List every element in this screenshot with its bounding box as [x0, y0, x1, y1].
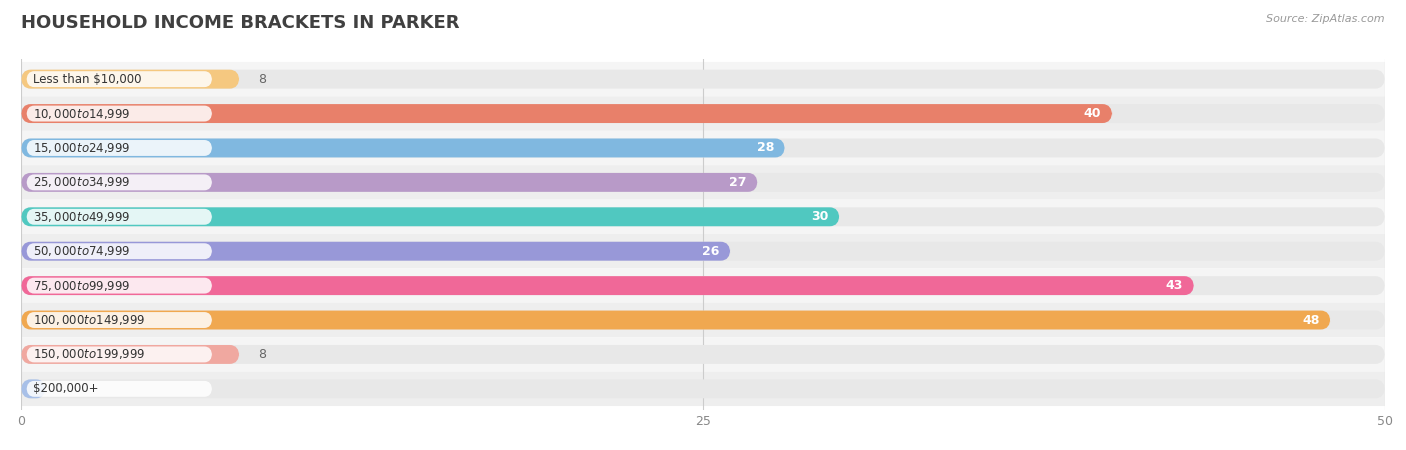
- Text: 0: 0: [53, 382, 62, 396]
- FancyBboxPatch shape: [7, 234, 1399, 268]
- FancyBboxPatch shape: [7, 303, 1399, 337]
- Text: 8: 8: [259, 72, 266, 86]
- FancyBboxPatch shape: [21, 276, 1194, 295]
- FancyBboxPatch shape: [21, 173, 1385, 192]
- FancyBboxPatch shape: [7, 62, 1399, 96]
- FancyBboxPatch shape: [21, 379, 45, 398]
- Text: 28: 28: [756, 141, 773, 154]
- FancyBboxPatch shape: [27, 381, 212, 397]
- FancyBboxPatch shape: [21, 70, 239, 89]
- Text: 27: 27: [730, 176, 747, 189]
- Text: HOUSEHOLD INCOME BRACKETS IN PARKER: HOUSEHOLD INCOME BRACKETS IN PARKER: [21, 14, 460, 32]
- FancyBboxPatch shape: [21, 173, 758, 192]
- FancyBboxPatch shape: [21, 345, 1385, 364]
- FancyBboxPatch shape: [27, 278, 212, 293]
- Text: $150,000 to $199,999: $150,000 to $199,999: [34, 347, 146, 361]
- FancyBboxPatch shape: [27, 243, 212, 259]
- FancyBboxPatch shape: [27, 312, 212, 328]
- FancyBboxPatch shape: [7, 337, 1399, 372]
- Text: $200,000+: $200,000+: [34, 382, 98, 396]
- FancyBboxPatch shape: [21, 242, 730, 261]
- FancyBboxPatch shape: [7, 200, 1399, 234]
- Text: $15,000 to $24,999: $15,000 to $24,999: [34, 141, 131, 155]
- FancyBboxPatch shape: [7, 165, 1399, 200]
- Text: $100,000 to $149,999: $100,000 to $149,999: [34, 313, 146, 327]
- Text: 30: 30: [811, 210, 828, 223]
- Text: Source: ZipAtlas.com: Source: ZipAtlas.com: [1267, 14, 1385, 23]
- Text: $25,000 to $34,999: $25,000 to $34,999: [34, 176, 131, 189]
- FancyBboxPatch shape: [21, 70, 1385, 89]
- Text: Less than $10,000: Less than $10,000: [34, 72, 142, 86]
- Text: $75,000 to $99,999: $75,000 to $99,999: [34, 279, 131, 292]
- FancyBboxPatch shape: [21, 276, 1385, 295]
- FancyBboxPatch shape: [21, 139, 785, 158]
- Text: 40: 40: [1084, 107, 1101, 120]
- FancyBboxPatch shape: [21, 242, 1385, 261]
- FancyBboxPatch shape: [27, 140, 212, 156]
- FancyBboxPatch shape: [27, 71, 212, 87]
- FancyBboxPatch shape: [21, 207, 839, 226]
- Text: 43: 43: [1166, 279, 1182, 292]
- Text: $35,000 to $49,999: $35,000 to $49,999: [34, 210, 131, 224]
- FancyBboxPatch shape: [7, 96, 1399, 131]
- FancyBboxPatch shape: [7, 372, 1399, 406]
- FancyBboxPatch shape: [21, 379, 1385, 398]
- FancyBboxPatch shape: [21, 207, 1385, 226]
- FancyBboxPatch shape: [21, 310, 1330, 329]
- Text: $50,000 to $74,999: $50,000 to $74,999: [34, 244, 131, 258]
- FancyBboxPatch shape: [27, 209, 212, 225]
- FancyBboxPatch shape: [21, 104, 1385, 123]
- Text: 26: 26: [702, 245, 720, 258]
- Text: 8: 8: [259, 348, 266, 361]
- FancyBboxPatch shape: [21, 345, 239, 364]
- FancyBboxPatch shape: [27, 346, 212, 362]
- FancyBboxPatch shape: [27, 106, 212, 122]
- Text: 48: 48: [1302, 314, 1319, 327]
- FancyBboxPatch shape: [7, 131, 1399, 165]
- FancyBboxPatch shape: [21, 139, 1385, 158]
- FancyBboxPatch shape: [7, 268, 1399, 303]
- FancyBboxPatch shape: [27, 175, 212, 190]
- FancyBboxPatch shape: [21, 310, 1385, 329]
- FancyBboxPatch shape: [21, 104, 1112, 123]
- Text: $10,000 to $14,999: $10,000 to $14,999: [34, 107, 131, 121]
